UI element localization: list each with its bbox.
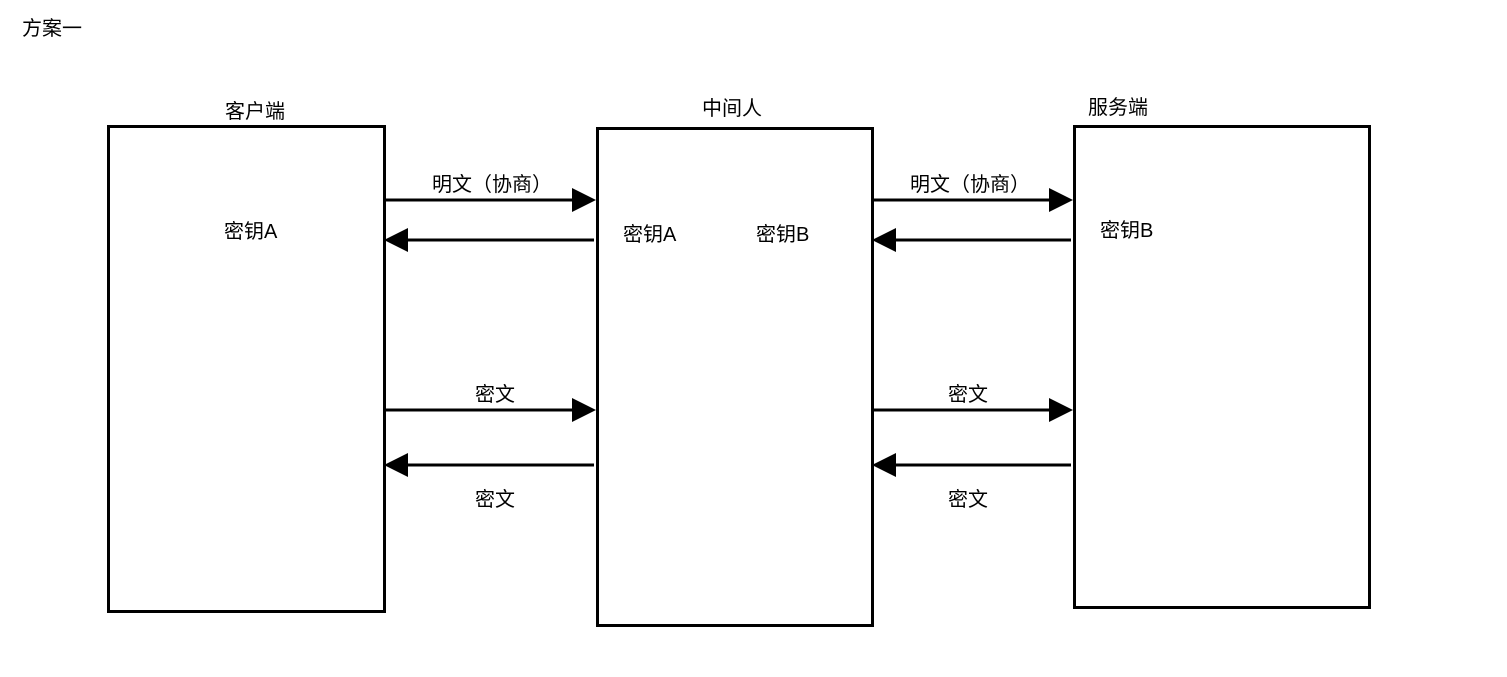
- arrows-svg: [0, 0, 1507, 677]
- edge-label-2: 密文: [475, 378, 515, 407]
- edge-label-7: 密文: [948, 483, 988, 512]
- edge-label-3: 密文: [475, 483, 515, 512]
- edge-label-0: 明文（协商）: [432, 168, 552, 197]
- edge-label-6: 密文: [948, 378, 988, 407]
- edge-label-4: 明文（协商）: [910, 168, 1030, 197]
